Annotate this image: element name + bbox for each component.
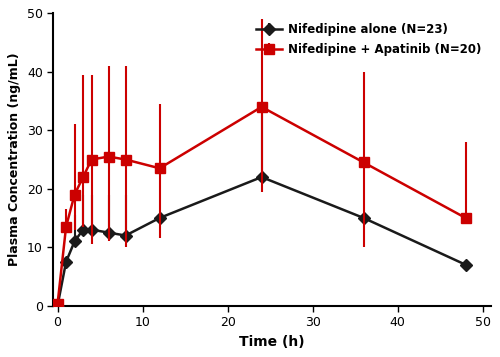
- X-axis label: Time (h): Time (h): [240, 335, 305, 349]
- Legend: Nifedipine alone (N=23), Nifedipine + Apatinib (N=20): Nifedipine alone (N=23), Nifedipine + Ap…: [253, 19, 486, 59]
- Y-axis label: Plasma Concentration (ng/mL): Plasma Concentration (ng/mL): [8, 53, 22, 266]
